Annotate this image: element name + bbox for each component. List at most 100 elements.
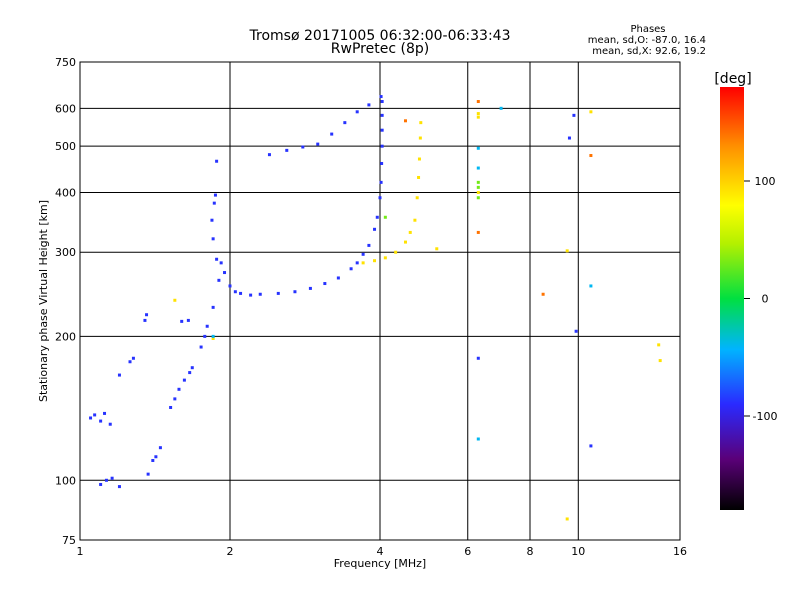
data-point [276,291,280,295]
data-point [293,290,297,294]
y-tick-labels: 75 100 200 300 400 500 600 750 [55,56,76,547]
data-point [158,446,162,450]
stats-line-x: mean, sd,X: 92.6, 19.2 [592,46,706,57]
data-point [379,95,383,99]
data-point [355,261,359,265]
chart-subtitle: RwPretec (8p) [331,41,429,57]
data-point [476,115,480,119]
y-tick-label: 600 [55,102,76,115]
data-point [589,110,593,114]
data-point [572,113,576,117]
data-point [380,100,384,104]
data-point [658,359,662,363]
data-point [589,444,593,448]
data-point [143,318,147,322]
data-point [117,485,121,489]
data-point [203,334,207,338]
x-tick-labels: 1 2 4 6 8 10 16 [77,545,688,558]
data-point [308,286,312,290]
data-point [173,298,177,302]
data-point [380,144,384,148]
data-point [343,121,347,125]
data-point [267,153,271,157]
data-point [219,261,223,265]
data-point [239,291,243,295]
data-point [476,356,480,360]
colorbar-label: [deg] [714,71,751,87]
data-point [285,148,289,152]
data-point [217,278,221,282]
data-point [173,397,177,401]
data-point [169,405,173,409]
data-point [215,159,219,163]
data-point [379,180,383,184]
y-tick-label: 500 [55,140,76,153]
data-point [413,218,417,222]
colorbar-tick-label: -100 [753,410,778,423]
x-tick-label: 8 [527,545,534,558]
data-point [99,419,103,423]
data-point [361,261,365,265]
data-point [383,256,387,260]
data-point [210,218,214,222]
data-point [190,366,194,370]
data-point [567,136,571,140]
data-point [375,215,379,219]
data-point [215,257,219,261]
x-tick-label: 4 [377,545,384,558]
data-point [188,371,192,375]
y-tick-label: 400 [55,186,76,199]
plot-frame [79,61,681,541]
data-point [108,422,112,426]
data-point [103,411,107,415]
data-point [367,243,371,247]
data-points [89,95,662,521]
data-point [151,458,155,462]
data-point [476,230,480,234]
data-point [99,482,103,486]
data-point [211,237,215,241]
data-point [177,387,181,391]
data-point [476,196,480,200]
data-point [373,227,377,231]
data-point [476,185,480,189]
data-point [403,119,407,123]
data-point [415,196,419,200]
data-point [154,455,158,459]
data-point [574,329,578,333]
data-point [330,132,334,136]
x-tick-label: 10 [571,545,585,558]
data-point [476,190,480,194]
data-point [205,324,209,328]
data-point [258,292,262,296]
data-point [323,282,327,286]
data-point [565,517,569,521]
data-point [104,478,108,482]
stats-line-o: mean, sd,O: -87.0, 16.4 [588,35,706,46]
data-point [128,360,132,364]
data-point [146,472,150,476]
data-point [476,166,480,170]
data-point [476,180,480,184]
data-point [211,305,215,309]
data-point [403,240,407,244]
data-point [228,284,232,288]
data-point [355,110,359,114]
data-point [657,343,661,347]
data-point [417,157,421,161]
data-point [565,249,569,253]
data-point [213,193,217,197]
data-point [211,336,215,340]
data-point [361,252,365,256]
data-point [476,146,480,150]
colorbar [720,87,744,510]
data-point [145,313,149,317]
x-tick-label: 1 [77,545,84,558]
data-point [316,142,320,146]
data-point [199,345,203,349]
data-point [223,271,227,275]
grid-lines [80,62,680,540]
colorbar-tick-label: 100 [755,175,776,188]
data-point [110,476,114,480]
data-point [336,276,340,280]
